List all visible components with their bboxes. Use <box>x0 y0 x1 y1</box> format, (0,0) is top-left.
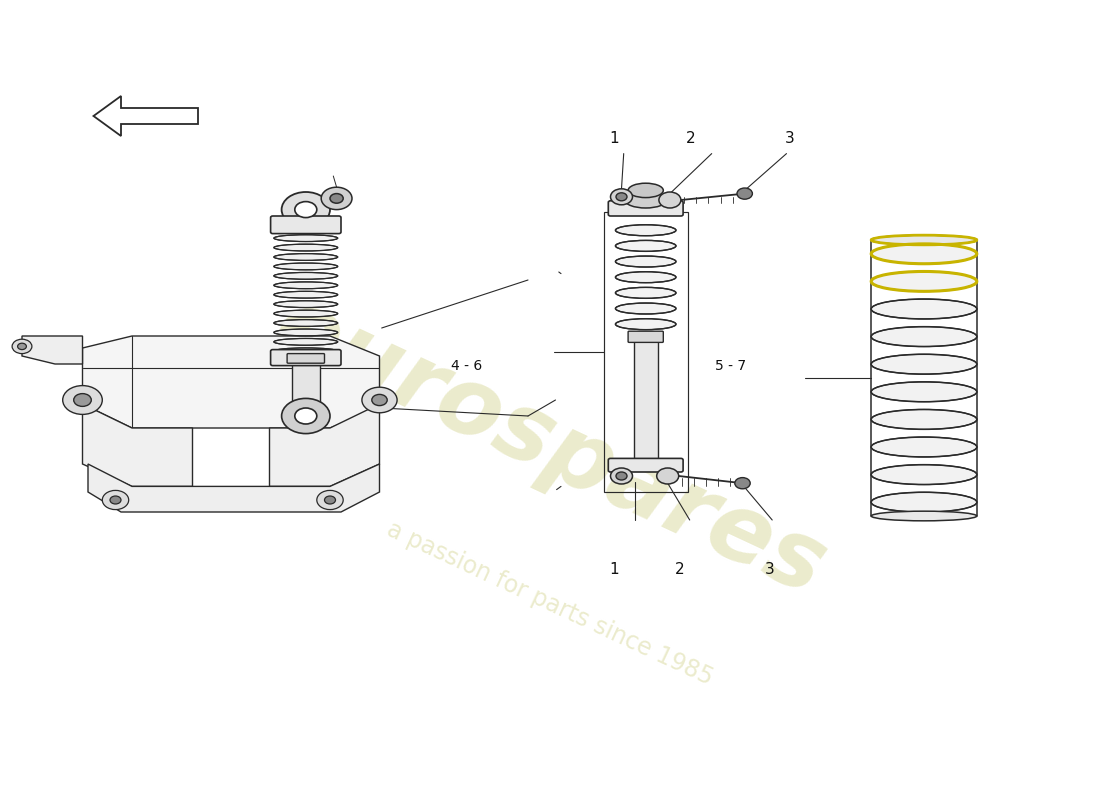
Circle shape <box>330 194 343 203</box>
Ellipse shape <box>871 465 977 485</box>
Text: 2: 2 <box>686 130 695 146</box>
Ellipse shape <box>871 354 977 374</box>
Circle shape <box>295 408 317 424</box>
Ellipse shape <box>871 410 977 430</box>
Ellipse shape <box>274 329 338 336</box>
Ellipse shape <box>274 254 338 260</box>
Ellipse shape <box>871 244 977 264</box>
Circle shape <box>659 192 681 208</box>
Circle shape <box>372 394 387 406</box>
Text: 4 - 6: 4 - 6 <box>451 359 482 374</box>
Ellipse shape <box>274 348 338 354</box>
Ellipse shape <box>274 291 338 298</box>
Ellipse shape <box>274 301 338 307</box>
Ellipse shape <box>871 437 977 457</box>
Ellipse shape <box>871 382 977 402</box>
Circle shape <box>295 202 317 218</box>
Ellipse shape <box>871 326 977 346</box>
Circle shape <box>610 468 632 484</box>
Polygon shape <box>634 334 658 466</box>
Ellipse shape <box>615 318 675 330</box>
Polygon shape <box>82 404 192 486</box>
FancyBboxPatch shape <box>271 350 341 366</box>
Circle shape <box>102 490 129 510</box>
Ellipse shape <box>615 225 675 236</box>
Circle shape <box>282 398 330 434</box>
Text: 1: 1 <box>609 562 618 577</box>
Circle shape <box>737 188 752 199</box>
Ellipse shape <box>274 338 338 346</box>
Circle shape <box>362 387 397 413</box>
Ellipse shape <box>871 299 977 319</box>
Ellipse shape <box>615 303 675 314</box>
Circle shape <box>735 478 750 489</box>
FancyBboxPatch shape <box>287 354 324 363</box>
Circle shape <box>616 472 627 480</box>
Ellipse shape <box>274 320 338 326</box>
Circle shape <box>110 496 121 504</box>
Polygon shape <box>292 356 320 410</box>
Ellipse shape <box>615 287 675 298</box>
Circle shape <box>18 343 26 350</box>
FancyBboxPatch shape <box>608 201 683 216</box>
Circle shape <box>12 339 32 354</box>
Ellipse shape <box>615 241 675 251</box>
Ellipse shape <box>274 244 338 251</box>
Polygon shape <box>94 96 198 136</box>
Circle shape <box>63 386 102 414</box>
Ellipse shape <box>274 234 338 242</box>
Text: 1: 1 <box>609 130 618 146</box>
Circle shape <box>317 490 343 510</box>
Ellipse shape <box>615 256 675 267</box>
Circle shape <box>74 394 91 406</box>
Polygon shape <box>270 404 380 486</box>
Circle shape <box>610 189 632 205</box>
Ellipse shape <box>871 271 977 291</box>
Circle shape <box>616 193 627 201</box>
Ellipse shape <box>274 273 338 279</box>
Circle shape <box>321 187 352 210</box>
Text: eurospares: eurospares <box>260 280 840 616</box>
Text: 2: 2 <box>675 562 684 577</box>
FancyBboxPatch shape <box>628 331 663 342</box>
Circle shape <box>282 192 330 227</box>
Text: 3: 3 <box>785 130 794 146</box>
Text: a passion for parts since 1985: a passion for parts since 1985 <box>383 518 717 690</box>
Ellipse shape <box>274 226 338 232</box>
Text: 3: 3 <box>766 562 774 577</box>
Circle shape <box>324 496 336 504</box>
FancyBboxPatch shape <box>271 216 341 234</box>
Ellipse shape <box>871 492 977 512</box>
Ellipse shape <box>625 192 667 208</box>
Circle shape <box>657 468 679 484</box>
Ellipse shape <box>274 263 338 270</box>
Ellipse shape <box>274 310 338 317</box>
Ellipse shape <box>871 511 977 521</box>
Ellipse shape <box>871 235 977 245</box>
Polygon shape <box>82 336 379 428</box>
Polygon shape <box>88 464 379 512</box>
FancyBboxPatch shape <box>608 458 683 472</box>
Polygon shape <box>22 336 82 364</box>
Ellipse shape <box>628 183 663 198</box>
Ellipse shape <box>615 272 675 282</box>
Text: 5 - 7: 5 - 7 <box>715 359 746 374</box>
Ellipse shape <box>274 282 338 289</box>
